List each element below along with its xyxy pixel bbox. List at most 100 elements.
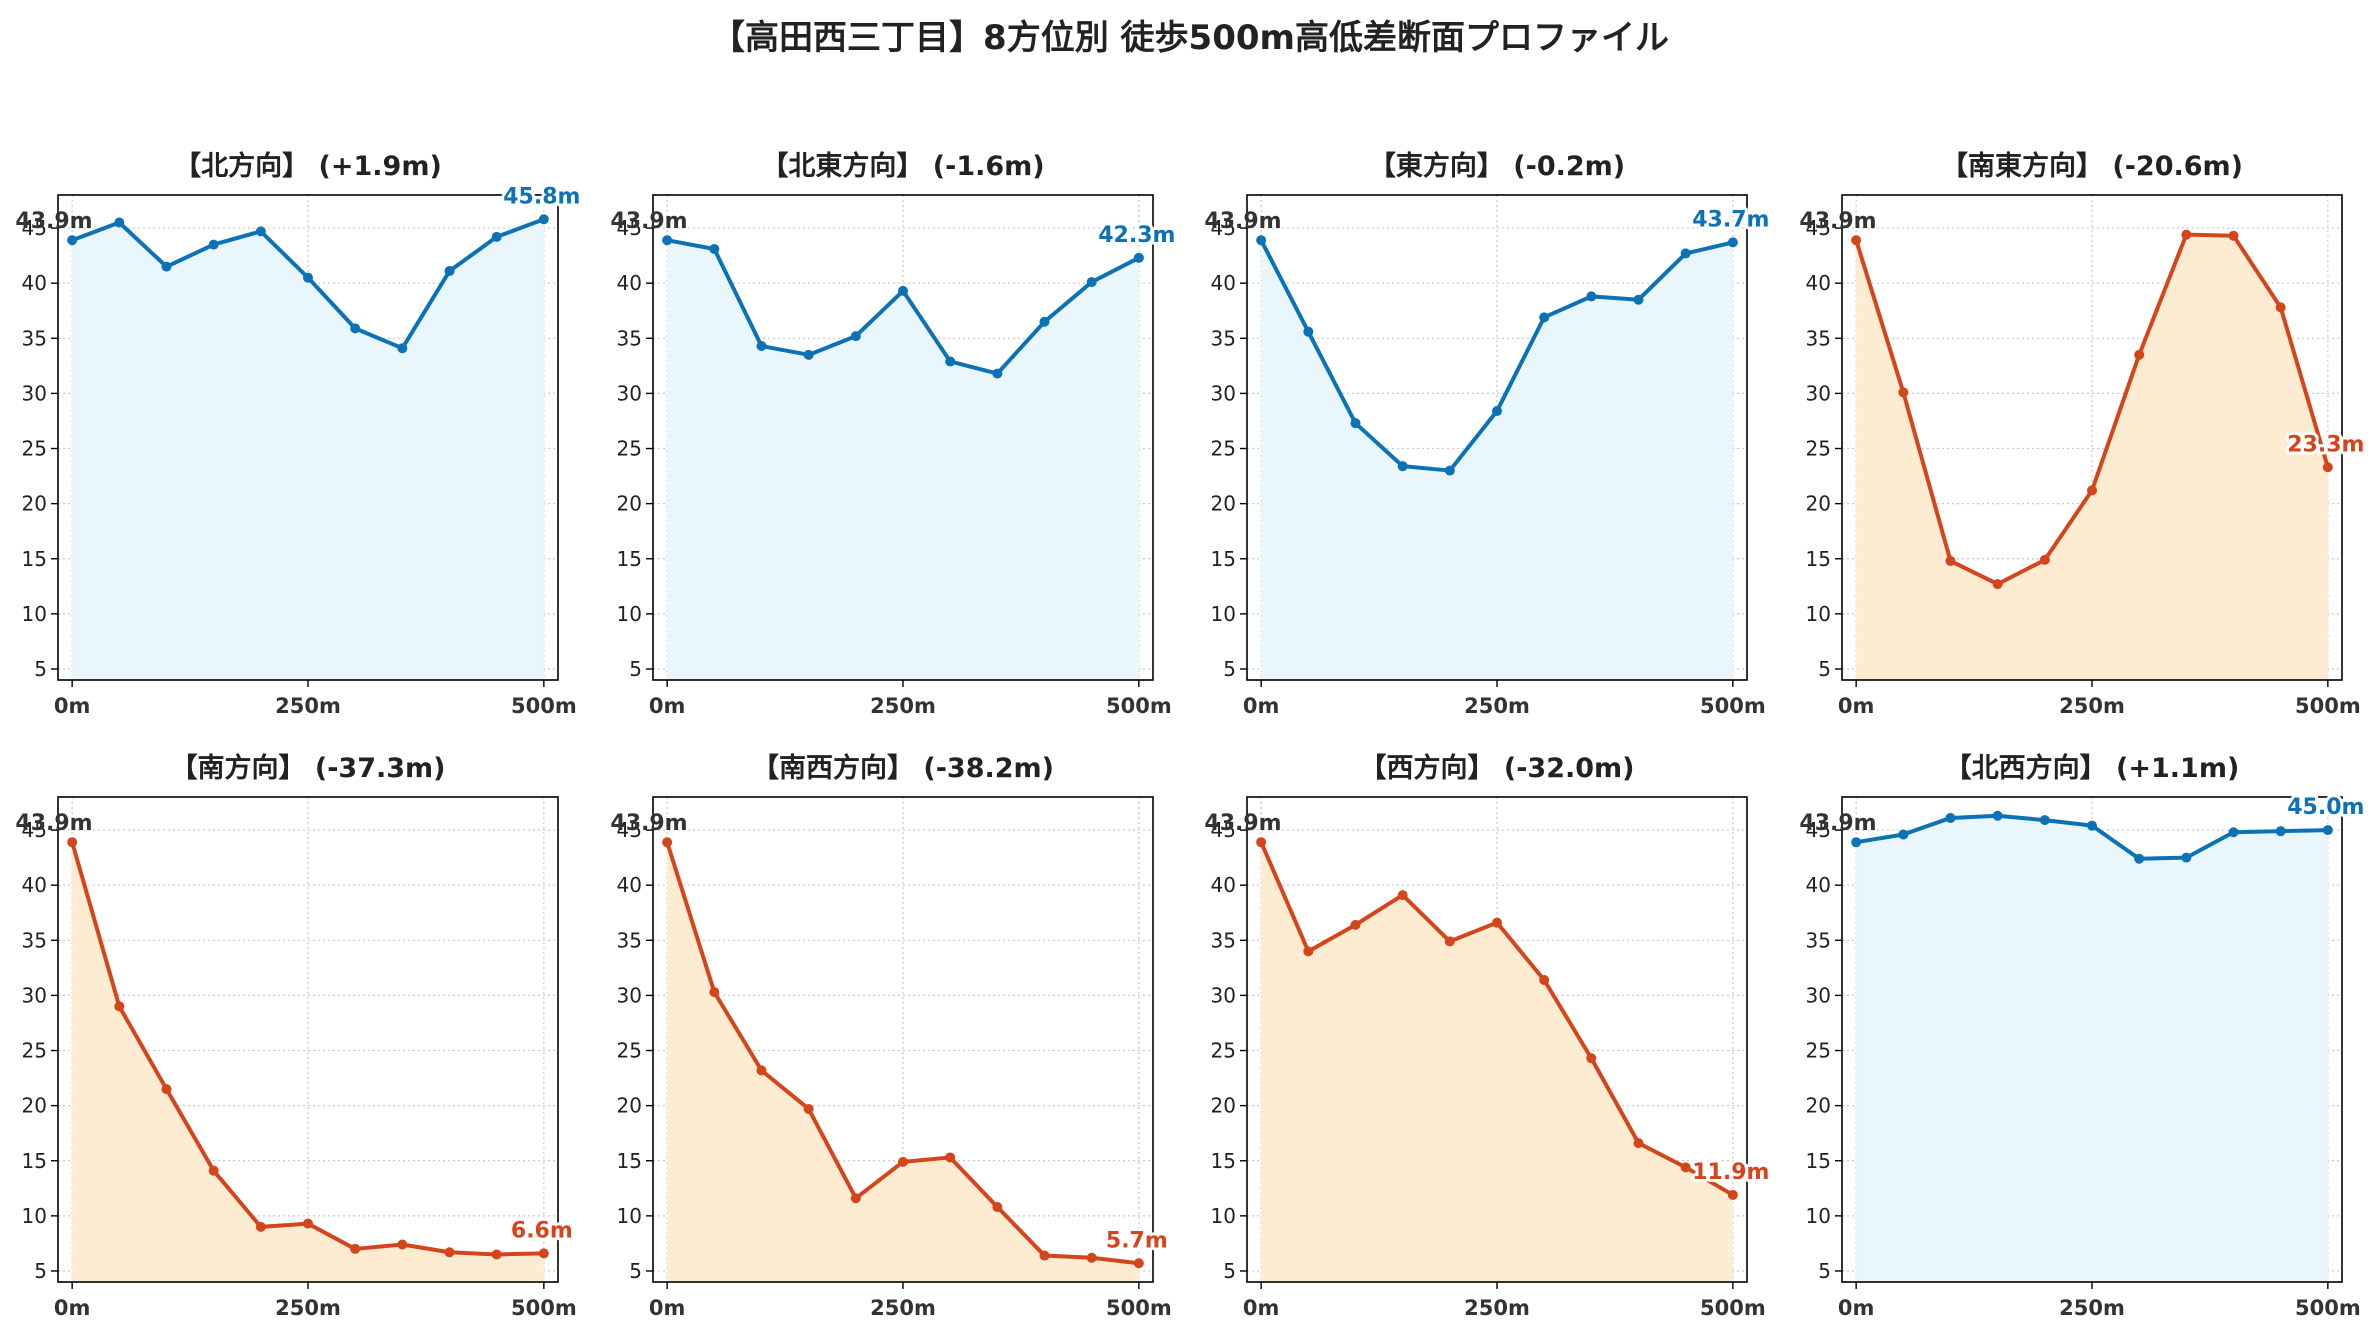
y-tick-label: 5	[1818, 1259, 1831, 1283]
y-tick-label: 25	[22, 437, 47, 461]
profile-panel: 【南西方向】 (-38.2m) 5 10 15 20 25 30 35 40 45 0m 250m 50…	[610, 752, 1171, 1320]
x-tick-label: 0m	[649, 694, 686, 718]
data-point	[1086, 277, 1097, 288]
data-point	[1633, 1138, 1644, 1149]
data-point	[114, 217, 125, 228]
data-point	[1444, 936, 1455, 947]
data-point	[1039, 316, 1050, 327]
data-point	[1898, 387, 1909, 398]
data-point	[2134, 853, 2145, 864]
y-tick-label: 45	[22, 216, 47, 240]
y-tick-label: 45	[1211, 216, 1236, 240]
y-tick-label: 5	[629, 1259, 642, 1283]
y-tick-label: 35	[1806, 928, 1831, 952]
data-point	[350, 323, 361, 334]
profile-panel: 【南東方向】 (-20.6m) 5 10 15 20 25 30 35 40 45 0m 250m 50…	[1799, 150, 2367, 718]
data-point	[1680, 248, 1691, 259]
x-tick-label: 250m	[2059, 694, 2125, 718]
y-tick-label: 10	[1211, 1204, 1236, 1228]
y-tick-label: 45	[617, 818, 642, 842]
data-point	[1898, 829, 1909, 840]
y-tick-label: 20	[1211, 1094, 1236, 1118]
y-tick-label: 35	[617, 326, 642, 350]
panel-title: 【南方向】 (-37.3m)	[170, 752, 445, 784]
x-tick-label: 250m	[2059, 1296, 2125, 1320]
x-tick-label: 250m	[275, 1296, 341, 1320]
x-tick-label: 500m	[1700, 1296, 1766, 1320]
y-tick-label: 10	[1211, 602, 1236, 626]
end-elevation-label: 43.7m	[1692, 207, 1769, 232]
data-point	[114, 1001, 125, 1012]
data-point	[67, 235, 78, 246]
y-tick-label: 15	[1211, 547, 1236, 571]
data-point	[662, 837, 673, 848]
start-elevation-label: 43.9m	[1204, 209, 1281, 234]
elevation-area	[1856, 815, 2328, 1282]
y-tick-label: 40	[1211, 271, 1236, 295]
y-tick-label: 10	[22, 602, 47, 626]
panel-title: 【西方向】 (-32.0m)	[1359, 752, 1634, 784]
data-point	[208, 239, 219, 250]
y-tick-label: 15	[22, 547, 47, 571]
data-point	[2039, 554, 2050, 565]
y-tick-label: 15	[1806, 547, 1831, 571]
y-tick-label: 15	[1211, 1149, 1236, 1173]
y-tick-label: 20	[1806, 1094, 1831, 1118]
y-tick-label: 40	[617, 271, 642, 295]
data-point	[2181, 229, 2192, 240]
data-point	[803, 1103, 814, 1114]
data-point	[2322, 825, 2333, 836]
panel-title: 【北西方向】 (+1.1m)	[1945, 752, 2240, 784]
profile-panel: 【西方向】 (-32.0m) 5 10 15 20 25 30 35 40 45 0m 250m 500…	[1204, 752, 1772, 1320]
elevation-area	[1856, 234, 2328, 680]
data-point	[67, 837, 78, 848]
data-point	[1444, 465, 1455, 476]
data-point	[850, 331, 861, 342]
data-point	[898, 285, 908, 296]
panel-title: 【北東方向】 (-1.6m)	[761, 150, 1044, 182]
y-tick-label: 40	[22, 271, 47, 295]
data-point	[538, 214, 549, 225]
end-elevation-label: 23.3m	[2287, 432, 2364, 457]
data-point	[2087, 820, 2097, 831]
y-tick-label: 30	[617, 381, 642, 405]
y-tick-label: 10	[1806, 602, 1831, 626]
profile-panel: 【北西方向】 (+1.1m) 5 10 15 20 25 30 35 40 45 0m 250m 500…	[1799, 752, 2367, 1320]
y-tick-label: 20	[22, 1094, 47, 1118]
end-elevation-label: 45.8m	[503, 184, 580, 209]
data-point	[945, 1152, 956, 1163]
y-tick-label: 10	[22, 1204, 47, 1228]
data-point	[803, 349, 814, 360]
y-tick-label: 35	[617, 928, 642, 952]
y-tick-label: 5	[1818, 657, 1831, 681]
y-tick-label: 30	[1211, 381, 1236, 405]
x-tick-label: 500m	[511, 694, 577, 718]
y-tick-label: 40	[1806, 873, 1831, 897]
y-tick-label: 25	[1806, 437, 1831, 461]
data-point	[1851, 837, 1862, 848]
y-tick-label: 25	[617, 437, 642, 461]
data-point	[444, 1247, 455, 1258]
y-tick-label: 35	[1806, 326, 1831, 350]
data-point	[1633, 294, 1644, 305]
end-elevation-label: 45.0m	[2287, 795, 2364, 820]
data-point	[1539, 312, 1550, 323]
y-tick-label: 35	[22, 928, 47, 952]
y-tick-label: 10	[617, 1204, 642, 1228]
data-point	[2134, 349, 2145, 360]
profile-panel: 【東方向】 (-0.2m) 5 10 15 20 25 30 35 40 45 0m 250m 500m…	[1204, 150, 1772, 718]
y-tick-label: 10	[617, 602, 642, 626]
start-elevation-label: 43.9m	[610, 209, 687, 234]
data-point	[1397, 461, 1408, 472]
data-point	[1945, 555, 1956, 566]
x-tick-label: 500m	[1106, 694, 1172, 718]
data-point	[255, 226, 266, 237]
x-tick-label: 0m	[1838, 1296, 1875, 1320]
data-point	[1397, 890, 1408, 901]
x-tick-label: 250m	[870, 1296, 936, 1320]
profile-panel: 【南方向】 (-37.3m) 5 10 15 20 25 30 35 40 45 0m 250m 500…	[15, 752, 576, 1320]
end-elevation-label: 6.6m	[511, 1218, 573, 1243]
end-elevation-label: 11.9m	[1692, 1160, 1769, 1185]
data-point	[1256, 837, 1267, 848]
data-point	[1992, 579, 2003, 590]
